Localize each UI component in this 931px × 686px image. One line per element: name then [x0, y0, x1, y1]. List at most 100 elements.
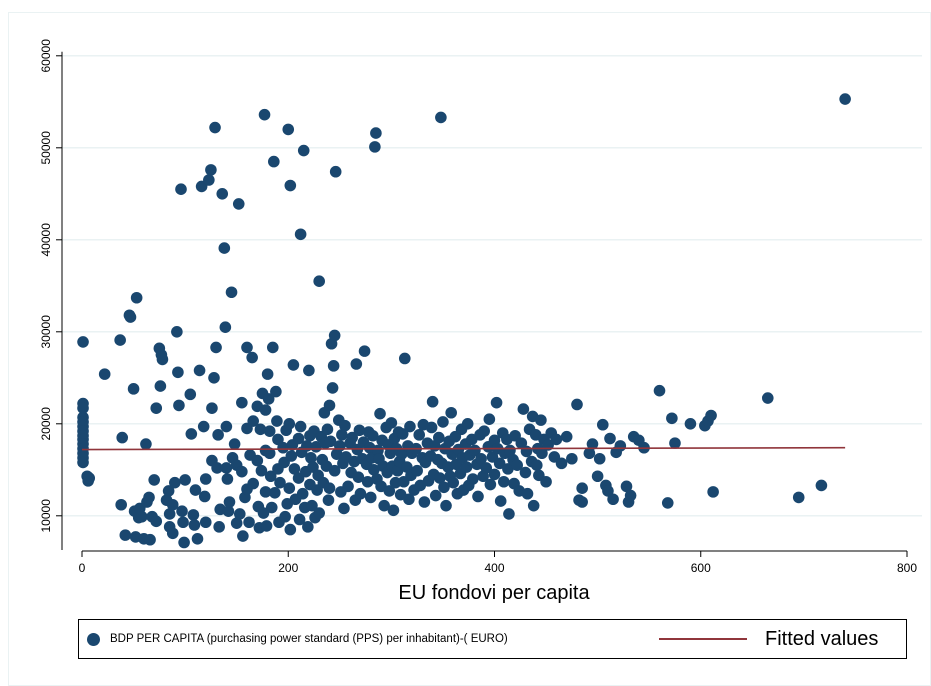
data-point: [283, 418, 296, 430]
data-point: [288, 463, 301, 475]
data-point: [326, 382, 339, 394]
data-point: [302, 521, 314, 533]
fitted-line: [81, 446, 846, 451]
x-axis-title: EU fondovi per capita: [398, 582, 590, 604]
data-point: [707, 486, 719, 498]
data-point: [282, 123, 295, 136]
data-point: [150, 402, 163, 414]
data-point: [162, 485, 175, 497]
data-point: [426, 395, 439, 408]
data-point: [328, 329, 341, 342]
data-point: [230, 517, 243, 529]
data-point: [490, 396, 503, 409]
data-point: [666, 412, 678, 425]
data-point: [460, 461, 473, 473]
data-point: [560, 430, 573, 443]
data-point: [515, 437, 528, 449]
data-point: [144, 533, 156, 546]
data-point: [322, 494, 335, 506]
data-point: [521, 487, 534, 500]
data-point: [154, 380, 167, 392]
data-point: [620, 480, 633, 493]
data-point: [284, 523, 297, 536]
data-point: [361, 475, 374, 488]
data-point: [839, 93, 851, 105]
data-point: [77, 336, 89, 348]
x-tick-label: 800: [897, 561, 917, 575]
data-point: [163, 508, 176, 520]
data-point: [425, 421, 438, 434]
data-point: [140, 438, 152, 450]
data-point: [440, 499, 452, 512]
data-point: [83, 472, 96, 484]
data-point: [327, 360, 340, 372]
data-point: [177, 516, 189, 529]
data-point: [437, 416, 449, 428]
data-point: [246, 351, 258, 364]
data-point: [264, 470, 277, 483]
data-point: [228, 438, 241, 450]
data-point: [517, 403, 530, 415]
data-point: [115, 498, 127, 511]
data-point: [237, 530, 249, 542]
data-point: [258, 108, 271, 121]
data-point: [346, 431, 358, 444]
data-point: [212, 429, 224, 441]
data-point: [255, 464, 268, 477]
data-point: [116, 431, 129, 444]
axes: 10000 20000 30000 40000 50000 60000 0 200 400 600…: [39, 39, 917, 575]
data-point: [519, 466, 532, 479]
data-point: [374, 407, 386, 420]
data-point: [178, 536, 190, 549]
legend-marker-dot: [87, 632, 100, 646]
data-point: [705, 409, 717, 422]
data-point: [411, 464, 423, 477]
y-tick-label: 20000: [39, 407, 53, 441]
data-point: [269, 487, 281, 499]
data-point: [274, 476, 286, 489]
data-point: [257, 507, 270, 519]
data-point: [173, 399, 185, 412]
data-point: [197, 420, 210, 433]
data-point: [303, 364, 315, 377]
data-point: [284, 179, 297, 192]
data-point: [306, 499, 318, 512]
data-point: [761, 392, 774, 404]
data-point: [270, 385, 282, 398]
data-point: [220, 420, 233, 433]
data-point: [418, 496, 431, 508]
data-point: [321, 423, 334, 436]
data-point: [199, 516, 212, 529]
data-point: [576, 482, 588, 495]
data-point: [305, 452, 317, 464]
data-point: [272, 433, 284, 446]
data-point: [339, 419, 351, 432]
data-point: [313, 275, 325, 288]
data-point: [189, 484, 202, 496]
data-point: [364, 491, 377, 504]
data-point: [206, 402, 218, 414]
data-point: [263, 425, 276, 437]
data-point: [169, 476, 181, 489]
data-point: [208, 372, 220, 384]
data-point: [624, 489, 637, 502]
data-point: [502, 463, 514, 475]
data-point: [461, 418, 474, 430]
data-point: [329, 165, 342, 178]
data-point: [815, 479, 828, 492]
data-point: [265, 501, 278, 514]
data-point: [511, 459, 523, 472]
data-point: [262, 393, 275, 405]
data-point: [294, 420, 307, 433]
data-point: [211, 462, 223, 474]
data-point: [287, 359, 300, 371]
data-point: [205, 164, 217, 176]
data-point: [571, 398, 583, 411]
data-point: [593, 452, 606, 465]
y-tick-label: 10000: [39, 499, 53, 533]
y-tick-label: 60000: [39, 39, 53, 73]
data-point: [387, 504, 400, 517]
fitted-line-layer: [81, 446, 846, 451]
data-point: [77, 402, 89, 414]
